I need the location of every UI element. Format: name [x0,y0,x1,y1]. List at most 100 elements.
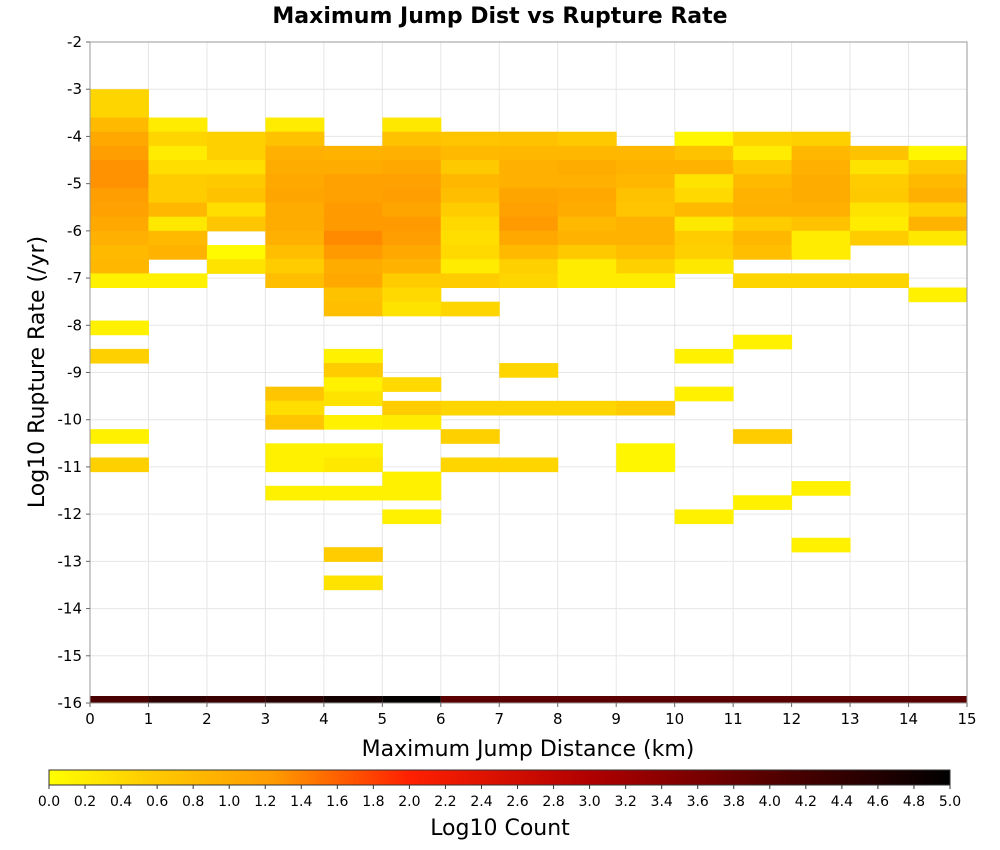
heatmap-cell [850,230,910,246]
heatmap-cell [733,202,793,218]
heatmap-cell [850,188,910,204]
heatmap-cell [791,245,851,260]
heatmap-cell [850,160,910,175]
heatmap-cell [674,174,734,189]
heatmap-cell [148,117,208,133]
heatmap-cell [499,174,559,189]
heatmap-cell [265,230,325,246]
heatmap-cell [908,216,968,232]
heatmap-cell [440,216,500,232]
heatmap-cell [616,188,676,204]
heatmap-cell [90,131,149,147]
y-tick-label: -11 [58,458,83,476]
heatmap-cell [616,174,676,189]
colorbar-tick-label: 3.2 [615,794,637,810]
heatmap-cell [674,188,734,204]
colorbar-tick-label: 3.4 [651,794,673,810]
heatmap-cell [440,301,500,317]
heatmap-cell [557,273,617,289]
heatmap-cell [323,202,383,218]
x-tick-label: 5 [378,710,388,728]
heatmap-cell [265,386,325,402]
colorbar-tick-label: 1.6 [326,794,348,810]
heatmap-cell [323,377,383,392]
colorbar-tick-label: 0.4 [110,794,132,810]
y-tick-label: -16 [58,694,83,712]
heatmap-cell [148,216,208,232]
heatmap-cell [616,259,676,274]
heatmap-cell [674,259,734,274]
heatmap-cell [148,245,208,260]
heatmap-cell [733,174,793,189]
heatmap-cell [90,273,149,289]
heatmap-cell [616,202,676,218]
heatmap-cell [382,117,442,133]
heatmap-cell [557,230,617,246]
heatmap-cell [323,457,383,473]
heatmap-cell [265,414,325,430]
heatmap-cell [733,245,793,260]
heatmap-cell [733,273,793,289]
baseline-strip [90,696,967,703]
heatmap-cell [616,400,676,416]
heatmap-cell [382,216,442,232]
heatmap-cell [674,202,734,218]
heatmap-cell [206,131,266,147]
heatmap-cell [265,145,325,161]
heatmap-cell [382,145,442,161]
colorbar-tick-label: 1.4 [290,794,312,810]
heatmap-cell [382,400,442,416]
heatmap-cell [674,348,734,364]
heatmap-cell [265,457,325,473]
heatmap-cell [148,273,208,289]
heatmap-cell [148,202,208,218]
heatmap-cell [323,188,383,204]
heatmap-cell [265,174,325,189]
colorbar-tick-label: 0.2 [74,794,96,810]
heatmap-cell [499,259,559,274]
heatmap-cell [791,188,851,204]
heatmap-cell [674,216,734,232]
heatmap-cell [616,230,676,246]
heatmap-cell [323,287,383,303]
heatmap-cell [557,188,617,204]
colorbar-tick-label: 4.4 [831,794,853,810]
baseline-strip-segment [382,696,441,703]
heatmap-cell [440,145,500,161]
heatmap-cell [382,202,442,218]
heatmap-cell [791,131,851,147]
heatmap-cell [791,481,851,496]
heatmap-cell [440,131,500,147]
heatmap-cell [557,160,617,175]
heatmap-cell [265,443,325,458]
baseline-strip-segment [265,696,324,703]
heatmap-cell [499,216,559,232]
heatmap-cell [850,216,910,232]
x-axis-label: Maximum Jump Distance (km) [362,737,695,762]
y-axis-label: Log10 Rupture Rate (/yr) [25,236,50,508]
heatmap-cell [382,230,442,246]
heatmap-cell [557,145,617,161]
x-tick-label: 3 [261,710,271,728]
y-tick-label: -15 [58,647,83,665]
heatmap-cell [382,273,442,289]
x-tick-label: 15 [957,710,976,728]
heatmap-cell [323,391,383,407]
heatmap-cell [791,537,851,553]
heatmap-cell [323,174,383,189]
heatmap-cell [674,386,734,402]
colorbar-tick-label: 2.2 [434,794,456,810]
heatmap-cell [323,363,383,378]
heatmap-cell [382,160,442,175]
y-tick-label: -5 [67,175,82,193]
heatmap-cell [440,259,500,274]
heatmap-cell [499,245,559,260]
heatmap-cell [382,414,442,430]
heatmap-cell [148,230,208,246]
heatmap-cell [557,216,617,232]
heatmap-cell [265,117,325,133]
x-tick-label: 2 [202,710,212,728]
y-tick-label: -7 [67,269,82,287]
heatmap-cell [440,230,500,246]
